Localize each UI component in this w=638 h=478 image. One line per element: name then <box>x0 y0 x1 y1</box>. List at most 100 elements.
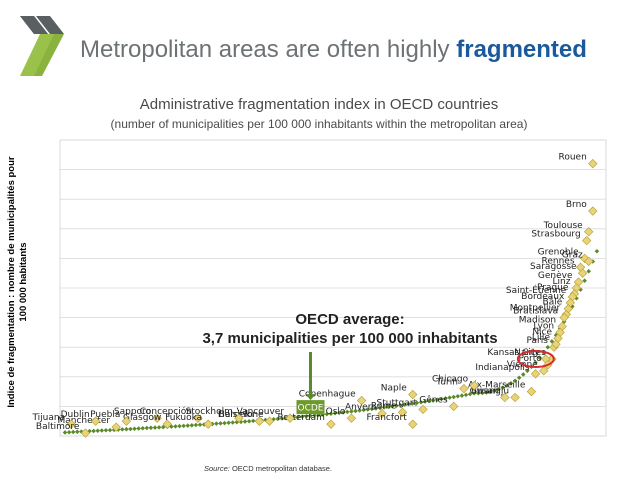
trend-point <box>132 426 137 432</box>
data-point <box>577 268 588 278</box>
data-point <box>152 413 162 423</box>
trend-point <box>152 425 158 430</box>
data-label: Bratislava <box>513 307 558 317</box>
trend-point <box>173 424 178 429</box>
trend-point <box>336 410 342 416</box>
data-label: Baltimore <box>36 422 80 432</box>
data-point <box>526 386 537 397</box>
trend-point <box>193 422 199 428</box>
trend-point <box>365 407 371 412</box>
trend-point <box>120 427 125 432</box>
trend-point <box>492 388 497 393</box>
data-label: Anvers <box>345 403 376 413</box>
data-label: Turin <box>435 378 458 388</box>
data-label: Busan <box>471 387 499 397</box>
data-point <box>346 413 357 423</box>
data-label: Stuttgart <box>377 398 418 408</box>
trend-point <box>324 411 330 417</box>
data-point <box>121 416 132 426</box>
trend-point <box>279 416 285 421</box>
data-label: Saragosse <box>530 262 577 272</box>
trend-point <box>439 396 444 402</box>
data-point <box>377 408 387 419</box>
trend-point <box>484 390 489 395</box>
trend-point <box>181 423 186 429</box>
trend-point <box>218 421 223 426</box>
data-label: Manchester <box>58 416 111 426</box>
data-label: Saint-Étienne <box>506 284 567 296</box>
data-label: Oslo <box>326 407 346 417</box>
data-label: Dublin <box>61 410 90 420</box>
slide-title: Metropolitan areas are often highly frag… <box>80 36 587 64</box>
data-label: Francfort <box>366 413 407 423</box>
callout-line-1: OECD average: <box>295 311 405 328</box>
trend-point <box>214 421 219 426</box>
trend-point <box>308 413 313 419</box>
trend-point <box>381 405 387 410</box>
trend-point <box>496 386 501 392</box>
data-point <box>234 413 244 423</box>
data-point <box>559 312 569 323</box>
trend-point <box>349 409 354 414</box>
source-note: Source: OECD metropolitan database. <box>204 464 332 473</box>
trend-point <box>275 416 281 422</box>
trend-point <box>451 394 456 400</box>
trend-point <box>357 408 362 413</box>
data-label: Rouen <box>559 153 587 163</box>
data-point <box>510 392 520 403</box>
data-point <box>449 401 459 412</box>
trend-point <box>312 413 317 418</box>
trend-point <box>156 425 162 430</box>
trend-point <box>242 419 248 424</box>
trend-point <box>385 404 391 410</box>
data-label: Copenhague <box>299 389 356 399</box>
trend-point <box>549 339 555 344</box>
data-label: Toulouse <box>543 221 584 231</box>
data-point <box>111 422 121 432</box>
trend-point <box>545 344 551 350</box>
trend-point <box>508 381 514 386</box>
data-label: Rotterdam <box>277 413 325 423</box>
data-point <box>264 416 275 426</box>
data-point <box>500 392 510 403</box>
trend-point <box>99 428 105 433</box>
data-label: Stockholm <box>186 407 233 417</box>
trend-point <box>250 418 256 424</box>
data-label: Bâle <box>543 298 563 308</box>
trend-point <box>300 414 305 419</box>
trend-point <box>390 404 395 409</box>
trend-point <box>594 249 600 254</box>
data-label: Genève <box>538 270 573 281</box>
trend-point <box>467 391 473 397</box>
data-label: Concepción <box>140 406 192 417</box>
trend-point <box>475 391 481 396</box>
data-label: Kansas City <box>487 348 540 358</box>
trend-point <box>426 398 432 404</box>
chart-title: Administrative fragmentation index in OE… <box>139 96 499 113</box>
data-label: Bordeaux <box>521 292 565 302</box>
callout-arrowhead <box>305 394 316 401</box>
data-point <box>80 428 91 438</box>
trend-point <box>430 398 436 403</box>
trend-point <box>488 389 493 394</box>
trend-point <box>124 426 129 432</box>
data-label: Rome <box>371 401 397 411</box>
trend-point <box>185 423 191 428</box>
trend-point <box>70 429 76 435</box>
data-label: Paris <box>527 336 549 346</box>
data-point <box>588 159 598 169</box>
trend-point <box>414 400 420 406</box>
data-label: Prague <box>537 283 569 293</box>
data-label: Linz <box>552 277 570 287</box>
trend-point <box>504 383 510 388</box>
trend-point <box>406 401 411 407</box>
trend-point <box>177 423 182 429</box>
data-label: Strasbourg <box>531 230 580 240</box>
trend-point <box>197 422 203 428</box>
data-label: Nice <box>532 327 552 337</box>
trend-point <box>189 423 195 428</box>
trend-point <box>471 391 477 396</box>
data-point <box>584 227 594 237</box>
trend-point <box>340 410 346 415</box>
